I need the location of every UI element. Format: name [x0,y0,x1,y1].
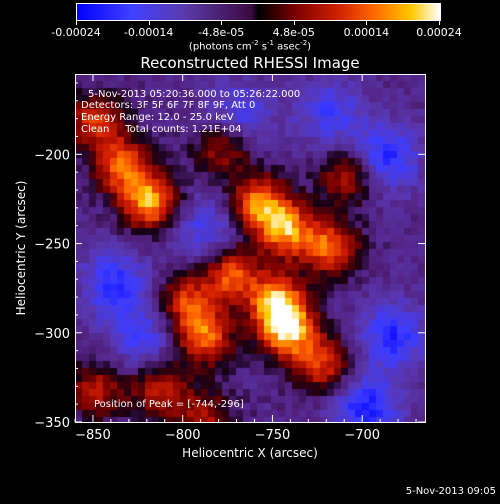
x-tick-label: −850 [75,428,111,443]
peak-position-label: Position of Peak = [-744,-296] [94,399,244,410]
colorbar-tick-mark [293,20,295,25]
colorbar-tick-mark [439,20,440,25]
colorbar-tick-mark [221,20,223,25]
colorbar-tick-label: -4.8e-05 [198,26,245,39]
colorbar-tick-label: 0.00014 [343,26,390,39]
annotation-time: 5-Nov-2013 05:20:36.000 to 05:26:22.000 [88,89,301,100]
heatmap-image [75,74,426,423]
colorbar-tick-mark [76,20,77,25]
x-axis-label: Heliocentric X (arcsec) [182,446,318,460]
y-tick-label: −250 [34,238,70,253]
annotation-energy: Energy Range: 12.0 - 25.0 keV [81,112,234,123]
colorbar-tick-label: 0.00024 [416,26,462,39]
x-tick-label: −800 [165,428,201,443]
annotation-clean: Clean Total counts: 1.21E+04 [81,124,242,135]
colorbar-tick-label: 4.8e-05 [272,26,315,39]
annotation-detectors: Detectors: 3F 5F 6F 7F 8F 9F, Att 0 [81,100,256,111]
colorbar-tick-label: -0.00024 [51,26,101,39]
x-tick-label: −700 [344,428,380,443]
chart-title: Reconstructed RHESSI Image [140,54,360,72]
colorbar [76,3,441,21]
x-tick-label: −750 [255,428,291,443]
colorbar-tick-mark [148,20,150,25]
y-axis-label: Heliocentric Y (arcsec) [14,181,28,316]
colorbar-tick-mark [366,20,368,25]
colorbar-units: (photons cm-2 s-1 asec-2) [188,39,312,53]
y-tick-label: −300 [34,327,70,342]
colorbar-tick-label: -0.00014 [123,26,174,39]
timestamp-footer: 5-Nov-2013 09:05 [405,486,496,497]
y-tick-label: −200 [34,148,70,163]
y-tick-label: −350 [34,416,70,431]
